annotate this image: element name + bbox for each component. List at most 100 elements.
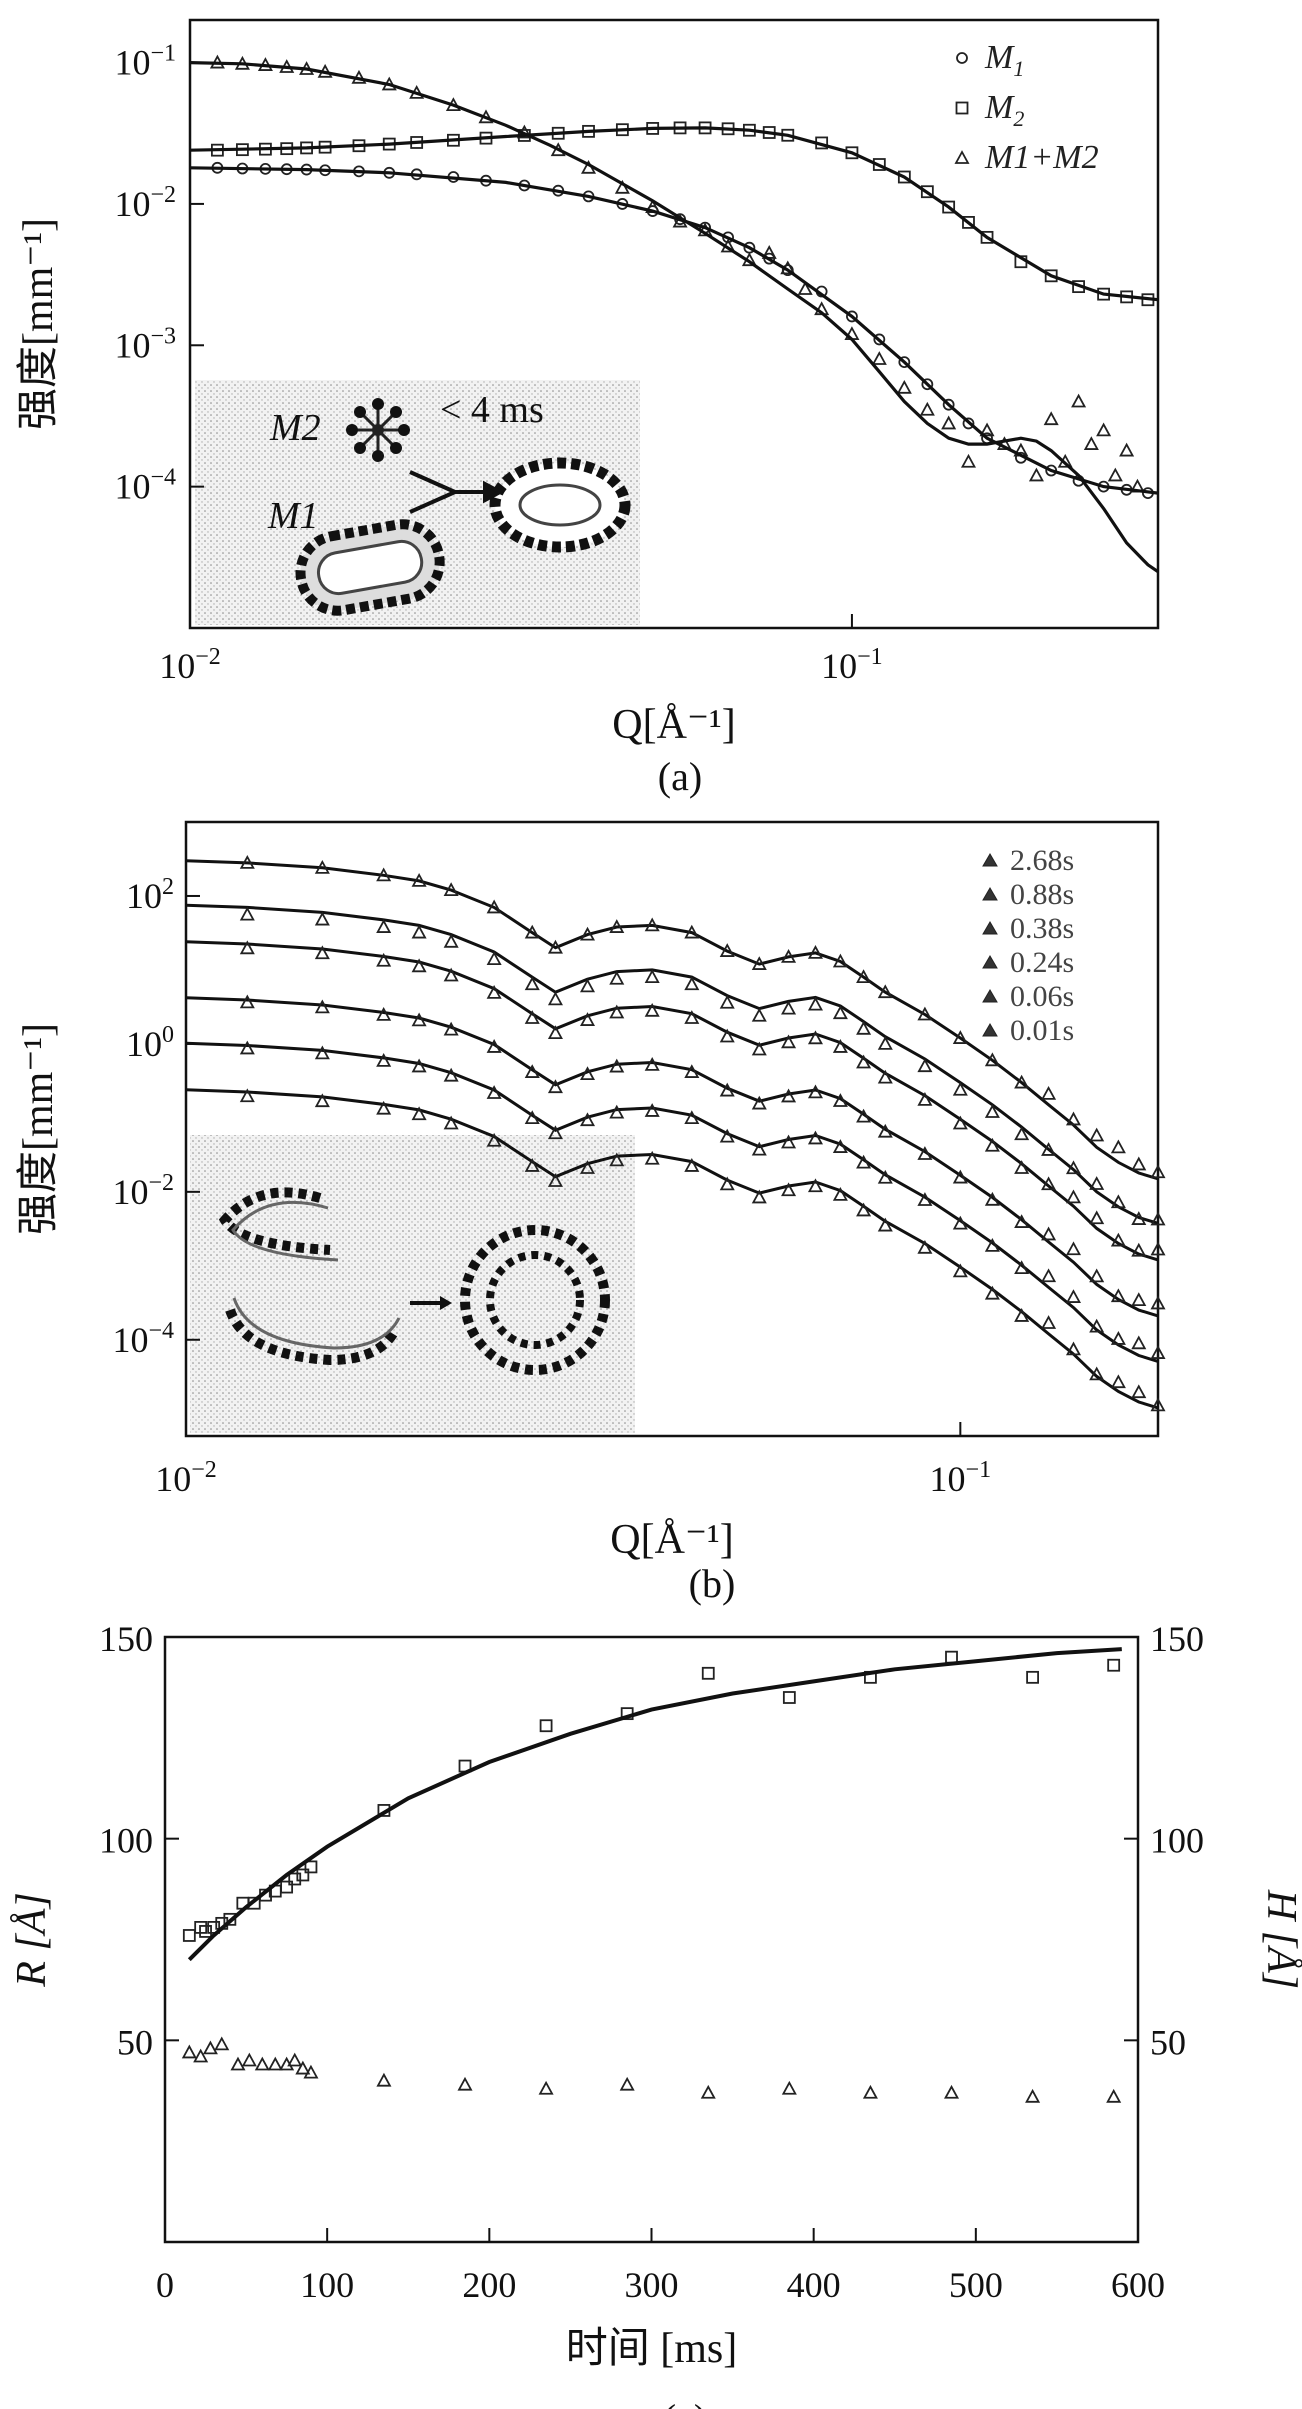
panel-a-frame	[188, 18, 1160, 630]
data-point-0.38s	[719, 1028, 735, 1043]
data-point-0.24s	[644, 1057, 660, 1071]
legend-label-base: M	[984, 89, 1015, 126]
data-point-M2	[942, 200, 956, 214]
data-point-0.88s	[524, 976, 540, 991]
data-point-H	[230, 2056, 246, 2071]
data-point-2.68s	[1041, 1085, 1057, 1100]
data-point-0.88s	[443, 933, 459, 948]
data-point-M1+M2	[1107, 467, 1123, 482]
data-point-0.06s	[781, 1134, 797, 1149]
data-point-2.68s	[877, 984, 893, 999]
data-point-0.01s	[411, 1106, 427, 1121]
data-point-0.01s	[856, 1202, 872, 1217]
data-point-0.06s	[524, 1110, 540, 1125]
x-tick-label-0-base: 10	[155, 1459, 191, 1499]
x-tick-label-0-exp: −2	[191, 1457, 217, 1483]
data-point-0.01s	[1089, 1366, 1105, 1381]
data-point-0.01s	[984, 1285, 1000, 1300]
y-tick-label-3-exp: −4	[150, 465, 176, 491]
panel-b-plot-area	[185, 855, 1166, 1412]
data-point-R	[539, 1719, 553, 1733]
data-point-0.88s	[1041, 1142, 1057, 1156]
series-line-fit-M2	[189, 126, 1159, 302]
y-tick-label-0-exp: −1	[150, 41, 176, 67]
series-line-fit-R	[187, 1647, 1122, 1962]
x-tick-label-1: 10−1	[930, 1457, 992, 1499]
legend-label-base: M	[984, 39, 1015, 76]
legend-marker-1	[982, 887, 998, 901]
data-point-R	[782, 1691, 796, 1704]
data-point-0.24s	[917, 1146, 933, 1160]
inset-time-label: < 4 ms	[440, 389, 544, 431]
data-point-2.68s	[751, 956, 767, 970]
data-point-0.06s	[1089, 1318, 1105, 1333]
data-point-H	[862, 2084, 878, 2099]
data-point-0.01s	[751, 1189, 767, 1204]
data-point-R	[280, 1880, 294, 1894]
data-point-H	[303, 2064, 319, 2079]
data-point-2.68s	[239, 855, 255, 869]
svg-text:M2: M2	[269, 407, 321, 449]
y-tick-label-1-exp: −2	[150, 182, 176, 208]
data-point-0.38s	[751, 1041, 767, 1056]
fit-line-0.01s	[185, 1088, 1159, 1410]
data-point-0.06s	[952, 1215, 968, 1230]
data-point-0.01s	[952, 1263, 968, 1278]
data-point-M1+M2	[996, 436, 1012, 450]
data-point-0.88s	[579, 978, 596, 993]
data-point-2.68s	[807, 945, 823, 959]
x-tick-label-3: 300	[625, 2265, 679, 2305]
data-point-0.88s	[411, 924, 427, 939]
data-point-0.24s	[1065, 1241, 1082, 1256]
data-point-0.01s	[917, 1239, 933, 1254]
data-point-0.38s	[1041, 1176, 1057, 1191]
x-tick-label-1: 100	[300, 2265, 354, 2305]
data-point-0.88s	[1131, 1211, 1147, 1225]
inset-label-m2: M2	[269, 407, 321, 449]
data-point-M1+M2	[1028, 467, 1044, 482]
legend-label-0: M1	[984, 39, 1024, 81]
panel-a-plot-area	[189, 54, 1159, 574]
data-point-0.24s	[684, 1064, 700, 1078]
y-tick-label-1-base: 10	[126, 1024, 162, 1064]
data-point-0.88s	[314, 911, 330, 926]
legend-label-3: 0.24s	[1010, 946, 1074, 979]
data-point-H	[287, 2052, 303, 2067]
panel-c-plot-area	[181, 1647, 1122, 2103]
y-tick-label-1-base: 10	[114, 184, 150, 224]
data-point-0.01s	[1110, 1374, 1126, 1389]
x-tick-label-5: 500	[949, 2265, 1003, 2305]
data-point-M1+M2	[1043, 411, 1059, 426]
data-point-M1+M2	[871, 351, 887, 365]
data-point-0.88s	[609, 970, 625, 985]
data-point-0.88s	[877, 1036, 893, 1050]
x-tick-label-0-exp: −2	[195, 644, 221, 670]
y-tick-label-2-exp: −3	[150, 323, 176, 349]
data-point-0.88s	[1065, 1160, 1082, 1175]
data-point-0.38s	[524, 1010, 540, 1024]
open-bilayer-icon	[218, 1187, 401, 1366]
data-point-0.24s	[781, 1088, 797, 1103]
x-tick-label-0: 10−2	[159, 644, 221, 686]
legend-label-4: 0.06s	[1010, 980, 1074, 1013]
data-point-M1+M2	[1071, 393, 1087, 408]
x-tick-label-0-base: 10	[159, 646, 195, 686]
data-point-0.01s	[1041, 1315, 1057, 1329]
data-point-0.88s	[376, 919, 392, 933]
data-point-0.24s	[411, 1012, 427, 1027]
legend-marker-2	[982, 921, 998, 935]
x-tick-label-1-base: 10	[821, 646, 857, 686]
data-point-0.24s	[1014, 1214, 1030, 1228]
data-point-0.38s	[1150, 1241, 1166, 1256]
inset-label-m1: M1	[267, 495, 319, 537]
panel-a-axes: 10−2 10−110−110−210−310−4Q[Å⁻¹]强度[mm⁻¹]	[16, 18, 1160, 748]
data-point-H	[619, 2076, 635, 2091]
data-point-0.01s	[1065, 1341, 1082, 1356]
data-point-2.68s	[856, 969, 872, 984]
data-point-H	[202, 2040, 218, 2055]
data-point-0.24s	[832, 1093, 848, 1107]
data-point-M1+M2	[614, 179, 630, 194]
data-point-0.01s	[1014, 1308, 1030, 1322]
